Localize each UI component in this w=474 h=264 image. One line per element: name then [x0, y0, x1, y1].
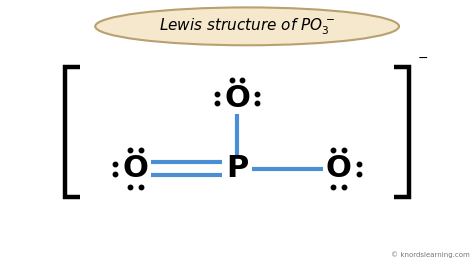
Text: −: −	[417, 52, 428, 65]
Ellipse shape	[95, 7, 399, 45]
Text: O: O	[325, 154, 351, 183]
Text: $\it{Lewis\ structure\ of\ PO_3^-}$: $\it{Lewis\ structure\ of\ PO_3^-}$	[159, 16, 335, 37]
Text: © knordslearning.com: © knordslearning.com	[391, 252, 470, 258]
Text: O: O	[123, 154, 149, 183]
Text: P: P	[226, 154, 248, 183]
Text: O: O	[224, 84, 250, 113]
